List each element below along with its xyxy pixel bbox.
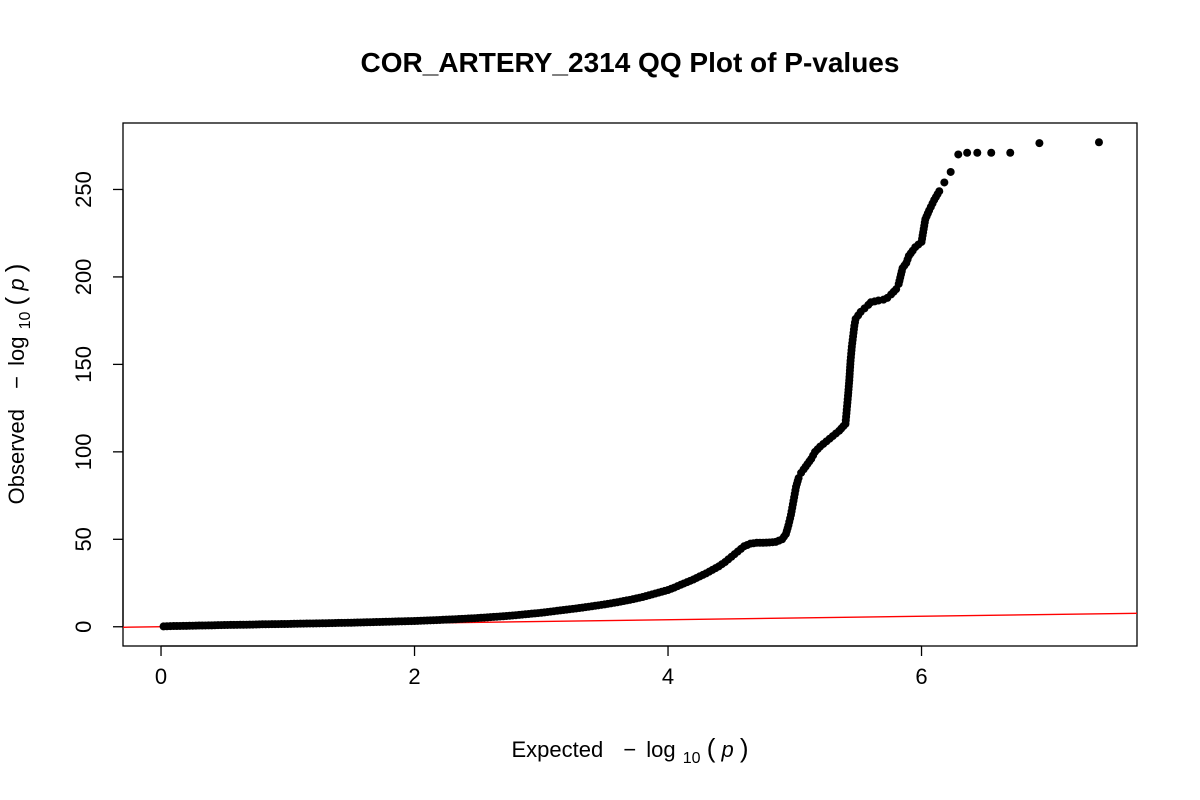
y-axis-label-close: ) <box>0 264 30 273</box>
x-tick-label: 4 <box>662 664 674 689</box>
x-axis-label: Expected − log 10 ( p ) <box>511 733 748 768</box>
data-point <box>987 148 996 157</box>
data-point <box>1094 138 1103 147</box>
data-point <box>940 178 949 187</box>
data-point <box>935 187 944 196</box>
x-axis-label-log: log <box>646 737 675 762</box>
x-axis-label-var: p <box>721 737 734 762</box>
x-axis-label-open: ( <box>707 733 716 763</box>
y-axis-label-log: log <box>4 337 29 366</box>
y-axis: 0 50 100 150 200 250 <box>71 171 124 633</box>
y-axis-label-var: p <box>4 278 29 291</box>
y-axis-label-sub: 10 <box>17 311 34 329</box>
data-point <box>1006 148 1015 157</box>
data-point <box>946 167 955 176</box>
y-axis-label-prefix: Observed <box>4 409 29 504</box>
plot-frame <box>122 122 1138 647</box>
x-axis-label-sub: 10 <box>683 750 701 767</box>
y-tick-label: 50 <box>71 527 96 551</box>
y-tick-label: 0 <box>71 621 96 633</box>
x-tick-label: 6 <box>915 664 927 689</box>
x-tick-label: 2 <box>408 664 420 689</box>
data-point <box>963 148 972 157</box>
x-axis-label-prefix: Expected <box>511 737 603 762</box>
y-tick-label: 200 <box>71 259 96 296</box>
y-axis-label: Observed − log 10 ( p ) <box>0 264 35 505</box>
chart-title: COR_ARTERY_2314 QQ Plot of P-values <box>361 47 900 78</box>
x-axis: 0 2 4 6 <box>155 645 928 689</box>
x-tick-label: 0 <box>155 664 167 689</box>
y-tick-label: 100 <box>71 433 96 470</box>
data-point <box>1035 139 1044 148</box>
data-point <box>954 150 963 159</box>
points <box>159 138 1103 631</box>
data-point <box>973 148 982 157</box>
y-axis-label-open: ( <box>0 296 30 305</box>
x-axis-label-minus: − <box>623 737 636 762</box>
y-tick-label: 150 <box>71 346 96 383</box>
x-axis-label-close: ) <box>740 733 749 763</box>
y-axis-label-minus: − <box>4 376 29 389</box>
y-tick-label: 250 <box>71 171 96 208</box>
